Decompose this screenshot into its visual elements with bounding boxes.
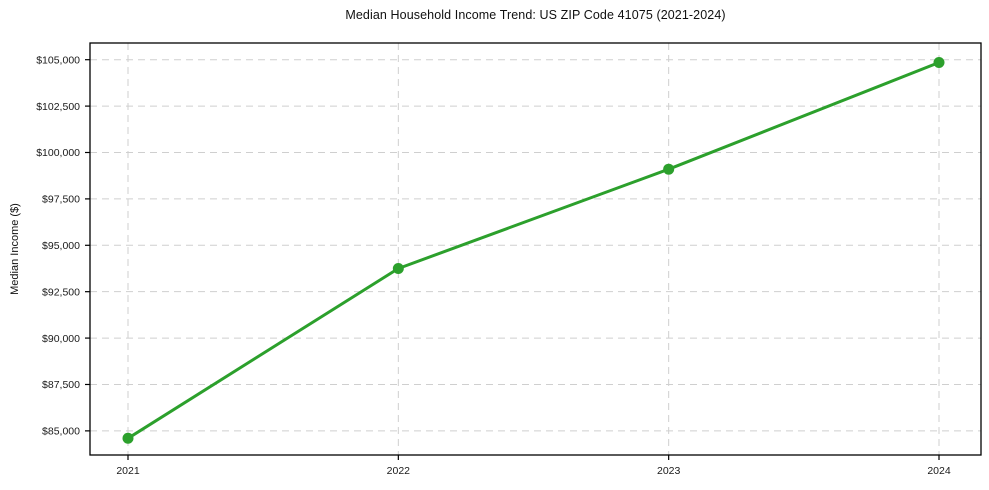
y-tick-label: $102,500 [36, 101, 80, 113]
data-line [126, 60, 941, 440]
y-tick-label: $92,500 [42, 286, 80, 298]
x-tick-label: 2023 [657, 465, 681, 477]
y-tick-label: $90,000 [42, 333, 80, 345]
y-tick-label: $85,000 [42, 426, 80, 438]
x-tick-label: 2022 [387, 465, 411, 477]
data-point-marker [392, 262, 404, 274]
y-tick-label: $97,500 [42, 194, 80, 206]
y-tick-label: $95,000 [42, 240, 80, 252]
data-point-marker [122, 432, 134, 444]
plot-border [89, 42, 982, 456]
y-tick-label: $105,000 [36, 54, 80, 66]
data-point-marker [663, 163, 675, 175]
data-point-marker [933, 56, 945, 68]
y-tick-label: $100,000 [36, 147, 80, 159]
y-tick-label: $87,500 [42, 379, 80, 391]
chart-title: Median Household Income Trend: US ZIP Co… [345, 8, 726, 22]
x-tick-label: 2021 [116, 465, 140, 477]
x-tick-label: 2024 [927, 465, 951, 477]
